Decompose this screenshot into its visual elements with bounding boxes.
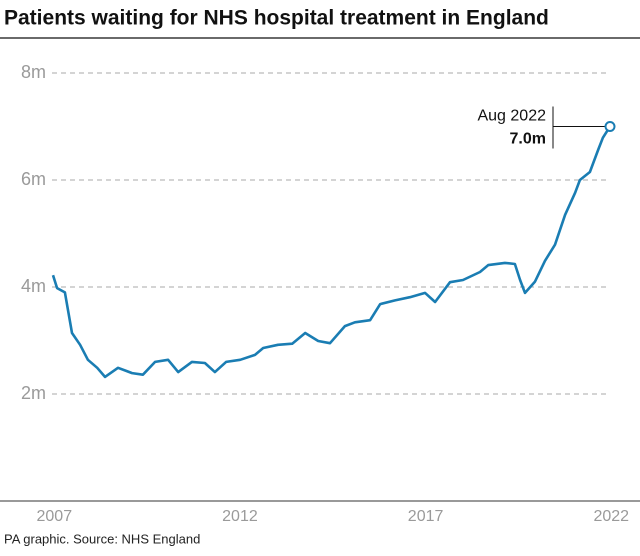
- y-tick-label: 2m: [21, 383, 46, 403]
- end-marker: [604, 121, 616, 132]
- x-tick-label: 2012: [222, 508, 258, 525]
- y-tick-label: 8m: [21, 62, 46, 82]
- data-line: [51, 125, 612, 379]
- y-tick-label: 4m: [21, 276, 46, 296]
- annotation-value: 7.0m: [510, 131, 546, 148]
- annotation-label: Aug 2022: [477, 108, 546, 125]
- chart-title: Patients waiting for NHS hospital treatm…: [4, 7, 549, 30]
- x-tick-label: 2007: [37, 508, 73, 525]
- x-tick-label: 2022: [593, 508, 629, 525]
- x-tick-label: 2017: [408, 508, 444, 525]
- y-tick-label: 6m: [21, 169, 46, 189]
- source: PA graphic. Source: NHS England: [4, 531, 200, 546]
